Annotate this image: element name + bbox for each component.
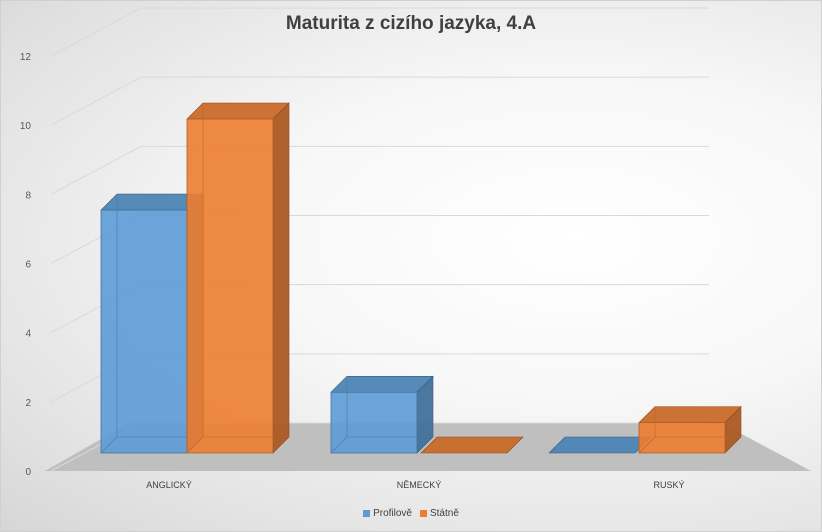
y-tick-label: 10 xyxy=(20,121,32,132)
bar-series-2-3 xyxy=(638,405,742,454)
gridline xyxy=(50,7,709,57)
y-tick-label: 6 xyxy=(25,260,31,271)
y-tick-label: 12 xyxy=(20,52,32,63)
bar-series-2-2 xyxy=(420,436,524,454)
gridline xyxy=(50,76,709,126)
y-tick-label: 2 xyxy=(25,398,31,409)
y-tick-label: 0 xyxy=(25,467,31,478)
gridline xyxy=(50,145,709,195)
legend-item-series-1: Profilově xyxy=(363,508,412,519)
x-tick-label: NĚMECKÝ xyxy=(397,480,442,490)
chart-plot: 0 2 4 6 8 10 12 ANGLICKÝ NĚMECKÝ RUSKÝ xyxy=(20,7,811,490)
bar-series-1-2 xyxy=(330,375,434,454)
y-tick-label: 8 xyxy=(25,190,31,201)
legend-swatch-series-1 xyxy=(363,510,371,517)
legend-swatch-series-2 xyxy=(419,510,427,517)
legend: Profilově Státně xyxy=(1,508,821,519)
y-tick-label: 4 xyxy=(25,329,31,340)
x-tick-label: RUSKÝ xyxy=(653,480,684,490)
legend-label-series-1: Profilově xyxy=(373,508,412,519)
chart-title: Maturita z cizího jazyka, 4.A xyxy=(285,13,537,34)
bar-series-1-3 xyxy=(548,436,652,454)
x-tick-label: ANGLICKÝ xyxy=(146,480,192,490)
legend-item-series-2: Státně xyxy=(419,508,459,519)
bar-series-2-1 xyxy=(186,102,290,454)
legend-label-series-2: Státně xyxy=(429,508,459,519)
